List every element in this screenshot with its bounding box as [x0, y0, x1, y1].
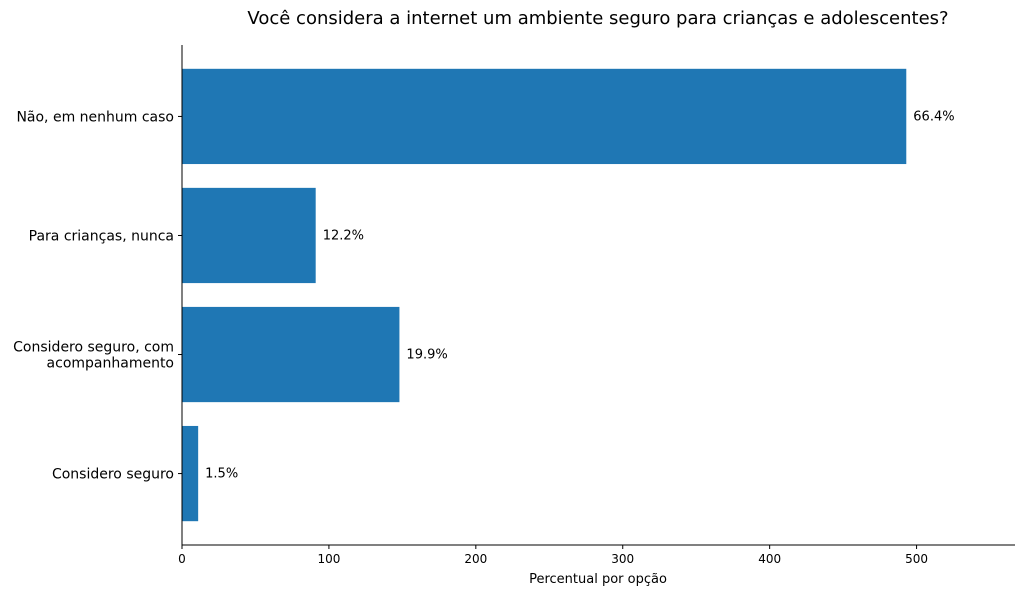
bar: [182, 425, 199, 522]
x-tick-label: 500: [905, 552, 928, 566]
x-tick-label: 200: [464, 552, 487, 566]
data-label: 19.9%: [406, 348, 447, 363]
y-tick-label: Considero seguro, com acompanhamento: [13, 340, 174, 372]
data-label: 1.5%: [205, 467, 238, 482]
bar: [182, 306, 400, 403]
x-tick-label: 300: [611, 552, 634, 566]
bar: [182, 187, 316, 284]
data-label: 66.4%: [913, 109, 954, 124]
x-axis-label: Percentual por opção: [529, 572, 667, 587]
x-tick-label: 0: [178, 552, 186, 566]
chart-title: Você considera a internet um ambiente se…: [247, 8, 948, 29]
bar: [182, 68, 907, 165]
data-label: 12.2%: [323, 228, 364, 243]
y-tick-label: Considero seguro: [52, 467, 174, 483]
x-tick-label: 400: [758, 552, 781, 566]
y-tick-label: Para crianças, nunca: [29, 228, 174, 244]
x-tick-label: 100: [317, 552, 340, 566]
y-tick-label: Não, em nenhum caso: [16, 109, 174, 125]
